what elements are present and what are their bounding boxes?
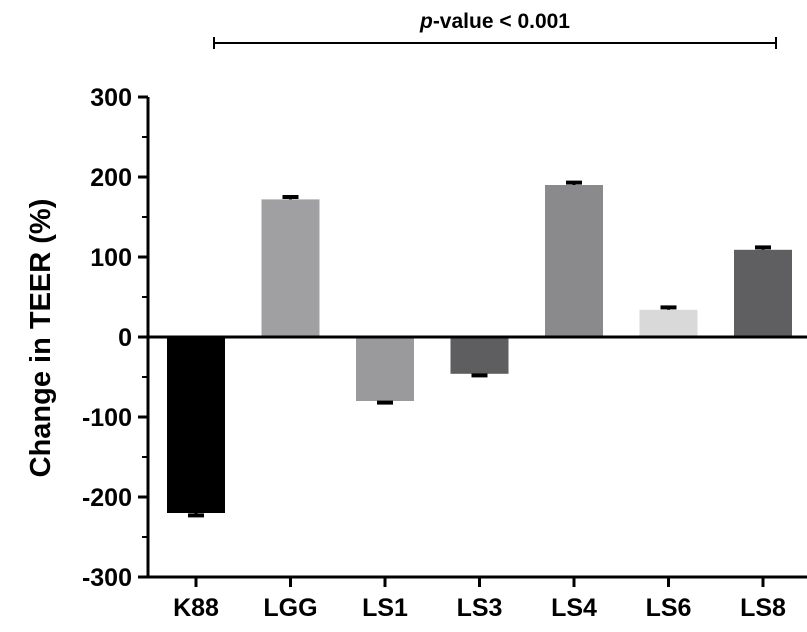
- y-tick-label: 200: [90, 164, 132, 192]
- x-tick-label-ls6: LS6: [646, 594, 692, 622]
- significance-p-symbol: p: [419, 10, 433, 33]
- significance-p-value-text: -value < 0.001: [433, 10, 570, 33]
- y-tick-label: 300: [90, 84, 132, 112]
- bar-ls4: [545, 185, 603, 337]
- x-tick-label-k88: K88: [173, 594, 219, 622]
- x-tick-label-ls8: LS8: [740, 594, 786, 622]
- axes-group: [146, 97, 807, 579]
- y-tick-label: 100: [90, 244, 132, 272]
- bar-ls3: [450, 337, 509, 374]
- bar-k88: [167, 337, 225, 513]
- y-ticks-group: 300 200 100 0 -100 -200 -300: [82, 84, 148, 592]
- x-tick-label-ls3: LS3: [457, 594, 503, 622]
- bar-lgg: [261, 199, 320, 337]
- y-tick-label: -100: [82, 404, 132, 432]
- significance-label: p-value < 0.001: [419, 10, 570, 33]
- y-axis-title: Change in TEER (%): [25, 199, 57, 478]
- x-tick-label-lgg: LGG: [263, 594, 317, 622]
- error-bars-group: [188, 180, 771, 518]
- significance-annotation: p-value < 0.001: [213, 10, 777, 49]
- y-tick-label: -300: [82, 564, 132, 592]
- bar-ls6: [639, 309, 698, 337]
- y-tick-label: 0: [118, 324, 132, 352]
- y-tick-label: -200: [82, 484, 132, 512]
- x-tick-label-ls4: LS4: [551, 594, 597, 622]
- bar-ls1: [356, 337, 414, 401]
- x-tick-label-ls1: LS1: [362, 594, 408, 622]
- x-labels-group: K88 LGG LS1 LS3 LS4 LS6 LS8: [173, 577, 786, 622]
- bar-ls8: [734, 249, 792, 337]
- bars-group: [167, 185, 792, 513]
